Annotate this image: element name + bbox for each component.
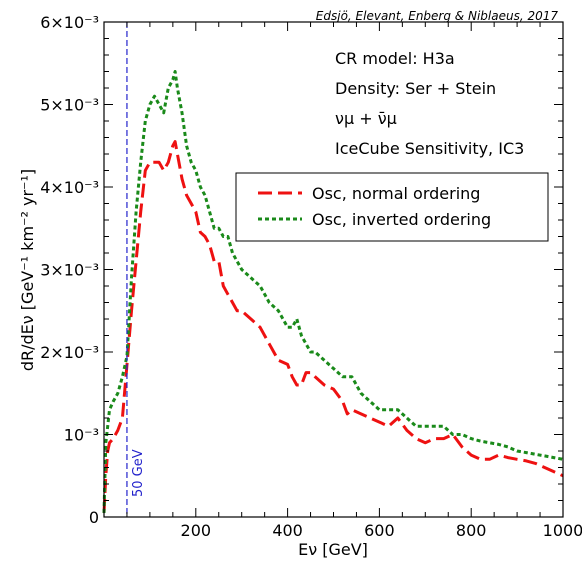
- axes-layer: 200 400 600 800 1000 0 10⁻³ 2×10⁻³ 3×10⁻³ 4×10⁻³ 5…: [40, 13, 582, 540]
- y-tick-label: 0: [89, 508, 99, 527]
- annotation-3: νμ + ν̄μ: [335, 109, 397, 128]
- x-tick-label: 1000: [543, 521, 582, 540]
- y-tick-label: 10⁻³: [64, 426, 99, 445]
- series-layer: 50 GeV: [102, 22, 564, 517]
- legend: Osc, normal ordering Osc, inverted order…: [235, 172, 549, 242]
- legend-label-inverted: Osc, inverted ordering: [312, 210, 491, 229]
- x-tick-label: 400: [272, 521, 303, 540]
- x-axis-label: Eν [GeV]: [298, 540, 368, 559]
- threshold-label: 50 GeV: [131, 449, 146, 497]
- text-layer: Edsjö, Elevant, Enberg & Niblaeus, 2017 …: [18, 9, 558, 559]
- y-tick-label: 4×10⁻³: [40, 178, 99, 197]
- legend-box: [235, 172, 549, 242]
- series-line-0: [102, 140, 564, 513]
- annotation-4: IceCube Sensitivity, IC3: [335, 139, 524, 158]
- annotation-2: Density: Ser + Stein: [335, 79, 496, 98]
- x-tick-label: 200: [181, 521, 212, 540]
- y-tick-label: 3×10⁻³: [40, 261, 99, 280]
- y-axis-label: dR/dEν [GeV⁻¹ km⁻² yr⁻¹]: [18, 169, 37, 371]
- credit-text: Edsjö, Elevant, Enberg & Niblaeus, 2017: [316, 9, 559, 23]
- y-tick-label: 5×10⁻³: [40, 96, 99, 115]
- x-tick-label: 800: [456, 521, 487, 540]
- legend-label-normal: Osc, normal ordering: [312, 184, 480, 203]
- series-line-1: [102, 70, 564, 513]
- annotation-1: CR model: H3a: [335, 49, 455, 68]
- x-tick-label: 600: [364, 521, 395, 540]
- y-tick-label: 6×10⁻³: [40, 13, 99, 32]
- y-tick-label: 2×10⁻³: [40, 343, 99, 362]
